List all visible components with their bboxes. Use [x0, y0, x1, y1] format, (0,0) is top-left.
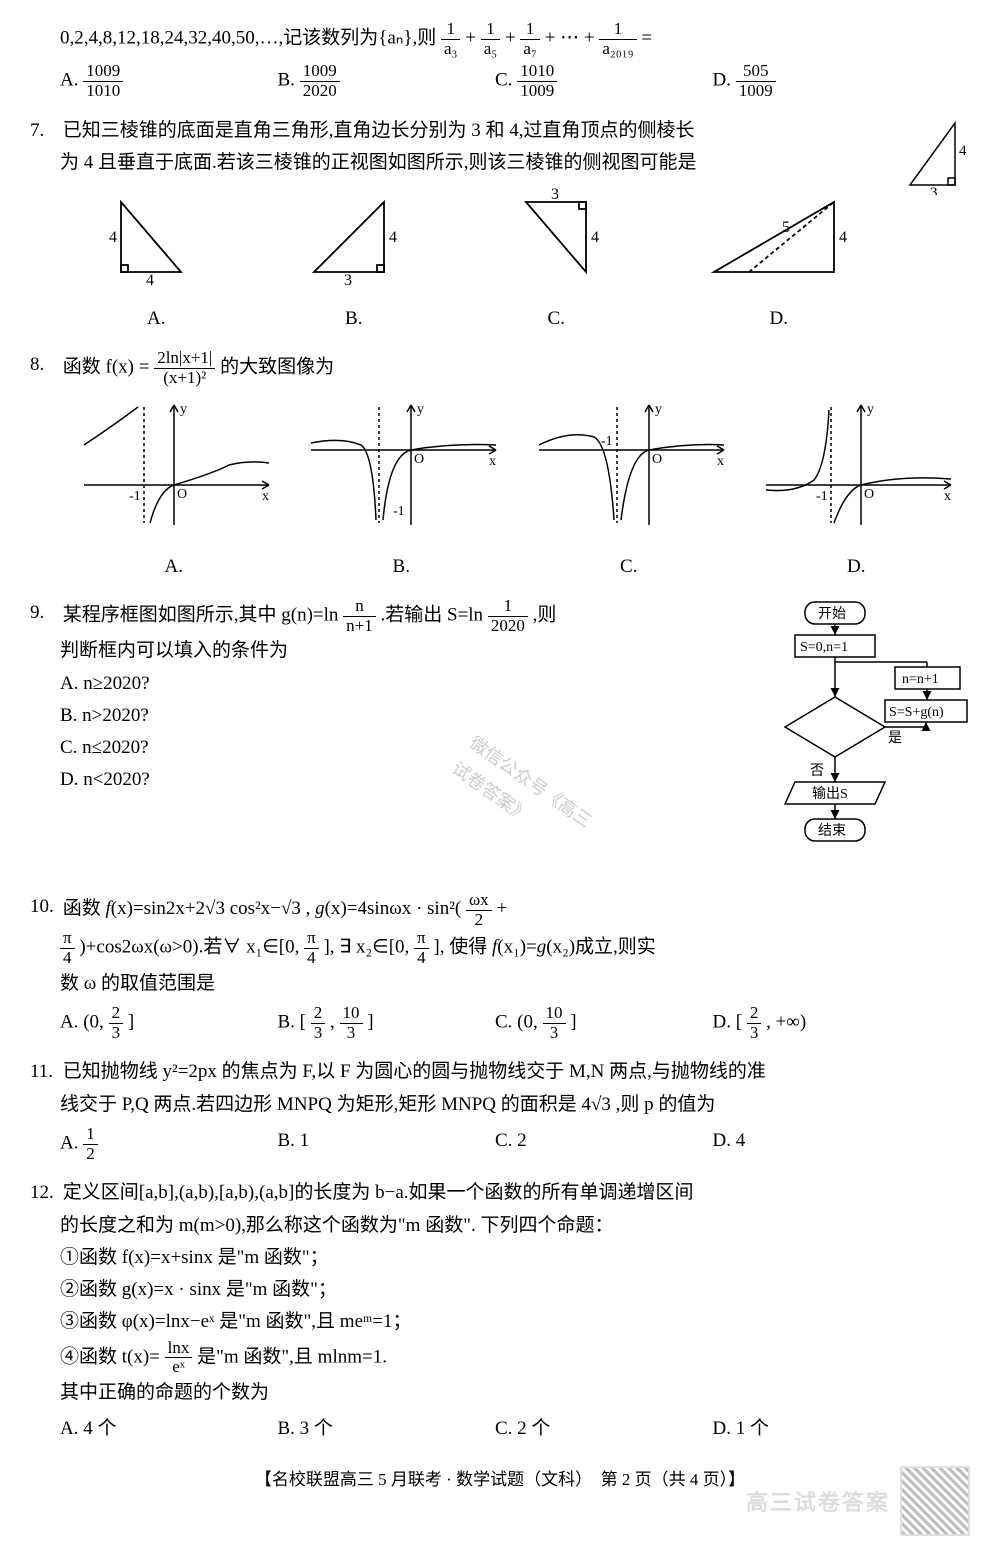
svg-text:3: 3 — [930, 185, 938, 195]
question-11: 11. 已知抛物线 y²=2px 的焦点为 F,以 F 为圆心的圆与抛物线交于 … — [30, 1056, 970, 1163]
svg-text:4: 4 — [591, 229, 599, 246]
q6-stem: 0,2,4,8,12,18,24,32,40,50,…,记该数列为{aₙ},则 — [60, 28, 441, 49]
q9-opt-b: B. n>2020? — [60, 700, 740, 732]
watermark-qr-icon — [900, 1466, 970, 1536]
q7-number: 7. — [30, 115, 58, 147]
q7-ref-figure: 34 — [900, 115, 970, 206]
q12-tail: 其中正确的命题的个数为 — [60, 1377, 970, 1409]
q12-item-4: ④函数 t(x)= lnxeˣ 是"m 函数",且 mlnm=1. — [60, 1339, 970, 1377]
question-6-continued: 0,2,4,8,12,18,24,32,40,50,…,记该数列为{aₙ},则 … — [30, 20, 970, 101]
svg-text:开始: 开始 — [818, 606, 846, 622]
svg-text:O: O — [864, 487, 874, 502]
q10-number: 10. — [30, 891, 58, 923]
svg-text:x: x — [944, 489, 951, 504]
q10-options: A. (0, 23 ] B. [ 23 , 103 ] C. (0, 103 ]… — [60, 1004, 970, 1042]
q8-number: 8. — [30, 349, 58, 381]
q7-stem2: 为 4 且垂直于底面.若该三棱锥的正视图如图所示,则该三棱锥的侧视图可能是 — [60, 152, 697, 173]
q9-opt-c: C. n≤2020? — [60, 732, 740, 764]
q12-item-2: ②函数 g(x)=x · sinx 是"m 函数"； — [60, 1274, 970, 1306]
q8-graph-c: -1 O x y — [529, 395, 729, 535]
question-8: 8. 函数 f(x) = 2ln|x+1|(x+1)² 的大致图像为 -1O x… — [30, 349, 970, 583]
svg-text:结束: 结束 — [818, 823, 846, 839]
svg-text:-1: -1 — [393, 504, 405, 519]
q7-fig-a: 44 — [106, 187, 206, 287]
svg-text:3: 3 — [551, 187, 559, 203]
q6-options: A. 10091010 B. 10092020 C. 10101009 D. 5… — [60, 62, 970, 100]
svg-text:x: x — [717, 454, 724, 469]
q7-fig-c: 34 — [501, 187, 611, 287]
svg-text:x: x — [262, 489, 269, 504]
svg-text:y: y — [655, 402, 662, 417]
q7-figures: 44A. 43B. 34C. 54D. — [60, 187, 900, 335]
q8-graph-b: -1 O x y — [301, 395, 501, 535]
q9-opt-a: A. n≥2020? — [60, 668, 740, 700]
q12-item-1: ①函数 f(x)=x+sinx 是"m 函数"； — [60, 1242, 970, 1274]
watermark-text: 高三试卷答案 — [746, 1484, 890, 1521]
svg-text:x: x — [489, 454, 496, 469]
svg-text:-1: -1 — [816, 489, 828, 504]
q12-options: A. 4 个 B. 3 个 C. 2 个 D. 1 个 — [60, 1413, 970, 1445]
svg-text:n=n+1: n=n+1 — [902, 672, 939, 687]
svg-text:y: y — [867, 402, 874, 417]
svg-text:4: 4 — [109, 229, 117, 246]
q9-number: 9. — [30, 597, 58, 629]
svg-text:4: 4 — [146, 272, 154, 287]
svg-text:4: 4 — [389, 229, 397, 246]
svg-text:S=S+g(n): S=S+g(n) — [889, 705, 944, 720]
svg-text:S=0,n=1: S=0,n=1 — [800, 640, 848, 655]
q11-options: A. 12 B. 1 C. 2 D. 4 — [60, 1125, 970, 1163]
q10-stem3: 数 ω 的取值范围是 — [60, 968, 970, 1000]
svg-text:是: 是 — [888, 731, 902, 746]
svg-text:4: 4 — [959, 143, 967, 159]
q8-graph-a: -1 O x y — [74, 395, 274, 535]
q7-fig-b: 43 — [299, 187, 409, 287]
svg-text:3: 3 — [344, 272, 352, 287]
q9-flowchart: 开始 S=0,n=1 n=n+1 S=S+g(n) 是 否 — [740, 597, 970, 877]
q9-opt-d: D. n<2020? — [60, 764, 740, 796]
svg-text:O: O — [177, 487, 187, 502]
svg-text:4: 4 — [839, 229, 847, 246]
q12-number: 12. — [30, 1177, 58, 1209]
svg-text:y: y — [180, 402, 187, 417]
q11-number: 11. — [30, 1056, 58, 1088]
q7-stem1: 已知三棱锥的底面是直角三角形,直角边长分别为 3 和 4,过直角顶点的侧棱长 — [63, 120, 695, 141]
svg-text:输出S: 输出S — [812, 786, 848, 802]
svg-text:O: O — [652, 452, 662, 467]
q7-fig-d: 54 — [704, 187, 854, 287]
svg-text:否: 否 — [810, 764, 824, 779]
svg-text:-1: -1 — [129, 489, 141, 504]
q12-item-3: ③函数 φ(x)=lnx−eˣ 是"m 函数",且 meᵐ=1； — [60, 1306, 970, 1338]
question-7: 7. 已知三棱锥的底面是直角三角形,直角边长分别为 3 和 4,过直角顶点的侧棱… — [30, 115, 970, 335]
q9-stem2: 判断框内可以填入的条件为 — [60, 635, 740, 667]
svg-text:-1: -1 — [601, 434, 613, 449]
svg-text:O: O — [414, 452, 424, 467]
question-12: 12. 定义区间[a,b],(a,b),[a,b),(a,b]的长度为 b−a.… — [30, 1177, 970, 1445]
q8-graphs: -1O xy A. -1O xy B. — [60, 395, 970, 583]
svg-text:y: y — [417, 402, 424, 417]
q8-graph-d: -1 O x y — [756, 395, 956, 535]
svg-text:5: 5 — [782, 219, 790, 236]
